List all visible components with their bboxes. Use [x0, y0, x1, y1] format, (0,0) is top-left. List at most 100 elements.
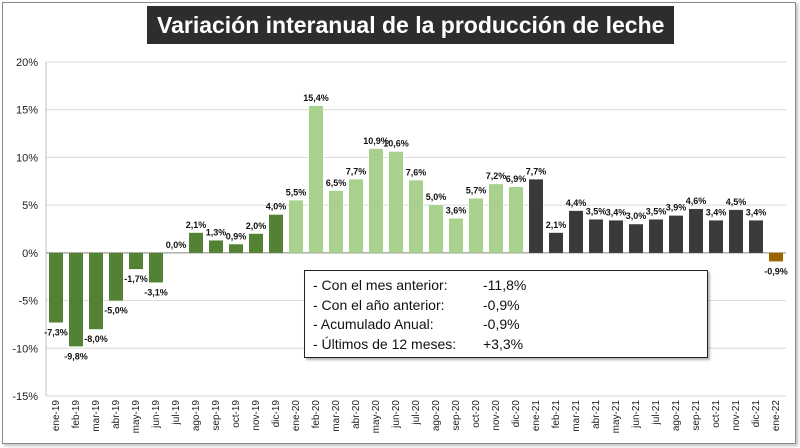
bar — [309, 105, 323, 253]
bar — [509, 187, 523, 253]
x-tick-label: abr-20 — [351, 400, 362, 429]
y-tick-label: 5% — [22, 200, 38, 212]
summary-row: - Con el año anterior: -0,9% — [313, 297, 707, 317]
data-label: 10,6% — [383, 139, 409, 149]
bar — [349, 179, 363, 253]
x-tick-label: sep-21 — [691, 400, 702, 431]
y-axis-ticks: -15% -10% -5% 0% 5% 10% 15% 20% — [12, 57, 38, 403]
bar — [609, 220, 623, 253]
bar — [409, 180, 423, 253]
bar — [729, 209, 743, 253]
data-label: 7,2% — [486, 171, 507, 181]
data-label: -3,1% — [144, 287, 168, 297]
x-tick-label: oct-21 — [711, 400, 722, 428]
x-tick-label: ene-22 — [771, 400, 782, 432]
summary-label: - Con el año anterior: — [313, 296, 445, 313]
bar — [549, 232, 563, 253]
data-label: 6,5% — [326, 178, 347, 188]
data-label: 3,0% — [626, 211, 647, 221]
x-tick-label: oct-19 — [231, 400, 242, 428]
x-tick-label: feb-19 — [71, 400, 82, 429]
bar — [289, 200, 303, 253]
summary-value: +3,3% — [483, 335, 524, 352]
x-tick-label: jun-19 — [151, 400, 162, 429]
bar — [329, 190, 343, 253]
summary-row: - Acumulado Anual: -0,9% — [313, 316, 707, 336]
data-label: 3,4% — [706, 207, 727, 217]
bar — [449, 218, 463, 253]
bar — [709, 220, 723, 253]
bar — [749, 220, 763, 253]
data-label: 7,7% — [346, 166, 367, 176]
data-label: 0,0% — [166, 240, 187, 250]
data-label: 3,6% — [446, 206, 467, 216]
x-tick-label: feb-20 — [311, 400, 322, 429]
data-label: 2,1% — [546, 220, 567, 230]
y-tick-label: -5% — [18, 296, 38, 308]
data-label: 15,4% — [303, 93, 329, 103]
bar — [429, 205, 443, 253]
bar — [109, 252, 123, 301]
x-tick-label: ene-20 — [291, 400, 302, 432]
data-label: 3,5% — [586, 206, 607, 216]
data-label: -7,3% — [44, 328, 68, 338]
bar — [389, 151, 403, 253]
data-label: 4,4% — [566, 198, 587, 208]
chart-frame — [2, 2, 796, 444]
data-label: 3,9% — [666, 203, 687, 213]
y-tick-label: 0% — [22, 248, 38, 260]
bar — [269, 214, 283, 253]
bar — [149, 252, 163, 283]
x-tick-label: abr-19 — [111, 400, 122, 429]
summary-row: - Últimos de 12 meses: +3,3% — [313, 336, 707, 356]
data-labels: -7,3%-9,8%-8,0%-5,0%-1,7%-3,1%0,0%2,1%1,… — [44, 93, 788, 361]
summary-box: - Con el mes anterior: -11,8% - Con el a… — [304, 270, 708, 358]
x-tick-label: ene-21 — [531, 400, 542, 432]
bar — [469, 198, 483, 253]
bar — [769, 252, 783, 262]
data-label: 3,4% — [606, 207, 627, 217]
data-label: 2,0% — [246, 221, 267, 231]
data-label: 3,4% — [746, 207, 767, 217]
y-tick-label: -15% — [12, 391, 38, 403]
data-label: 7,6% — [406, 167, 427, 177]
x-tick-label: feb-21 — [551, 400, 562, 429]
x-tick-label: nov-19 — [251, 400, 262, 431]
summary-label: - Acumulado Anual: — [313, 316, 434, 332]
x-tick-label: jul-20 — [411, 400, 422, 426]
summary-label: - Con el mes anterior: — [313, 277, 448, 293]
data-label: 5,5% — [286, 187, 307, 197]
x-tick-label: may-20 — [371, 400, 382, 434]
x-axis-ticks: ene-19 feb-19 mar-19 abr-19 may-19 jun-19 jul-… — [51, 400, 782, 434]
bar — [649, 219, 663, 253]
bar — [569, 210, 583, 253]
x-tick-label: may-19 — [131, 400, 142, 434]
data-label: -1,7% — [124, 274, 148, 284]
bar — [629, 224, 643, 253]
data-label: -9,8% — [64, 351, 88, 361]
bar — [49, 252, 63, 323]
bar — [89, 252, 103, 330]
x-tick-label: dic-21 — [751, 400, 762, 428]
x-tick-label: ene-19 — [51, 400, 62, 432]
data-label: 5,7% — [466, 185, 487, 195]
data-label: 0,9% — [226, 231, 247, 241]
x-tick-label: jun-21 — [631, 400, 642, 429]
x-tick-label: abr-21 — [591, 400, 602, 429]
summary-value: -11,8% — [483, 277, 527, 293]
data-label: -5,0% — [104, 306, 128, 316]
x-tick-label: dic-19 — [271, 400, 282, 428]
x-tick-label: ago-19 — [191, 400, 202, 432]
x-tick-label: jul-21 — [651, 400, 662, 426]
data-label: 2,1% — [186, 220, 207, 230]
summary-row: - Con el mes anterior: -11,8% — [313, 277, 707, 297]
data-label: 4,0% — [266, 202, 287, 212]
data-label: 4,6% — [686, 196, 707, 206]
x-tick-label: ago-21 — [671, 400, 682, 432]
bar — [189, 232, 203, 253]
x-tick-label: may-21 — [611, 400, 622, 434]
bar — [229, 244, 243, 253]
x-tick-label: jun-20 — [391, 400, 402, 429]
x-tick-label: nov-20 — [491, 400, 502, 431]
